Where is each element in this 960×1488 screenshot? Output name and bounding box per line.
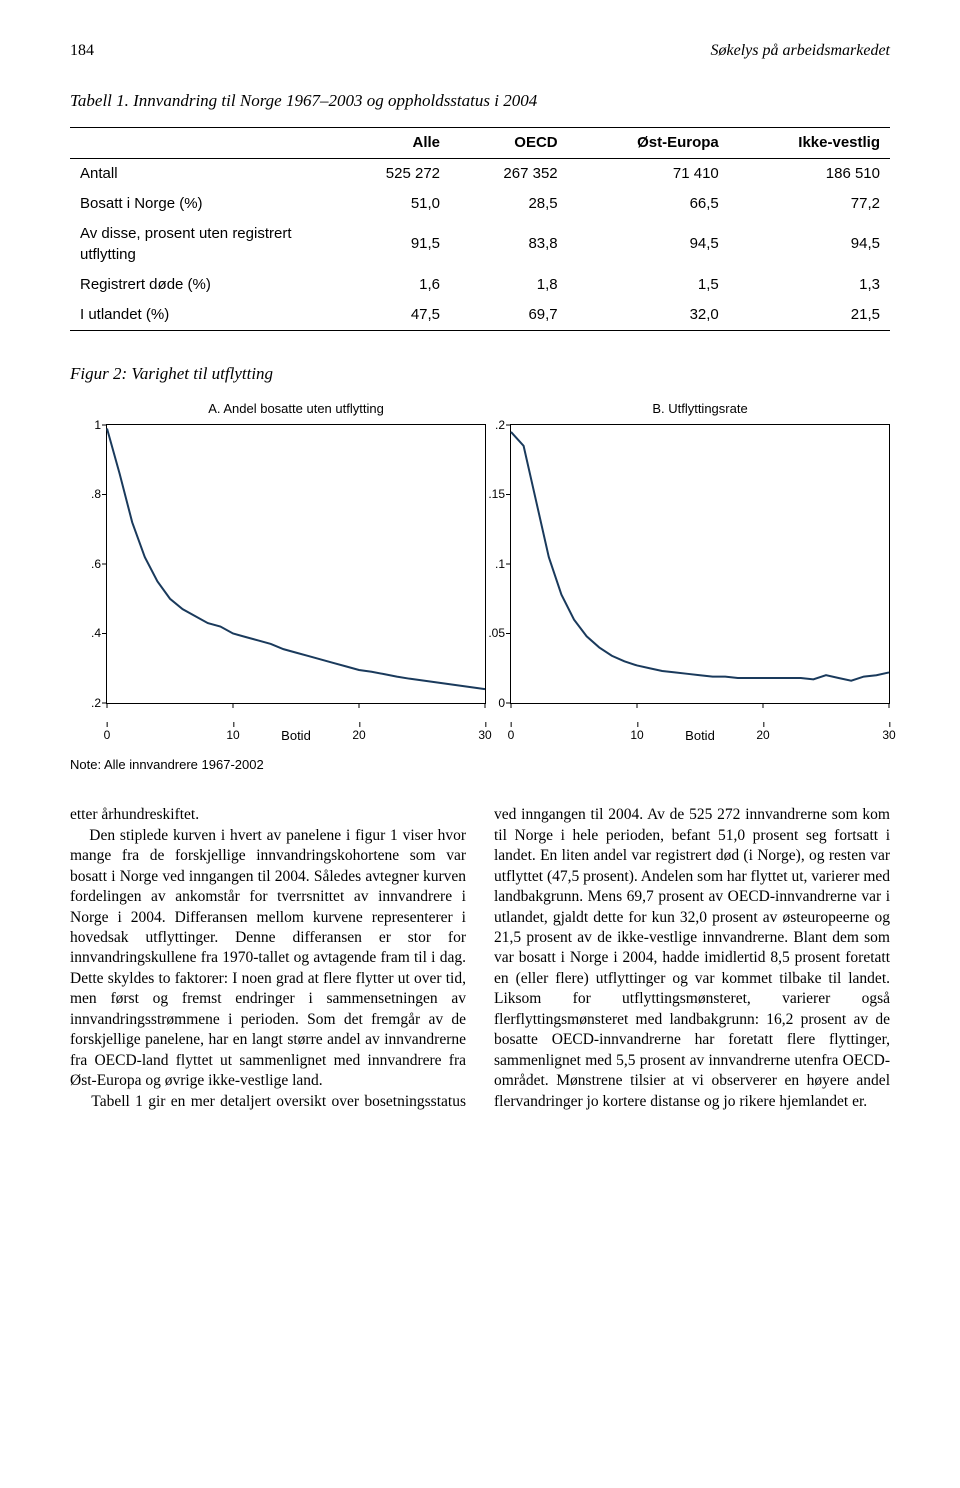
body-text: etter århundreskiftet. Den stiplede kurv… (70, 805, 890, 1112)
chart-b-box: 0.05.1.15.2 0102030 Botid (510, 424, 890, 704)
table-cell: 28,5 (450, 189, 568, 219)
table-row: Bosatt i Norge (%)51,028,566,577,2 (70, 189, 890, 219)
running-title: Søkelys på arbeidsmarkedet (710, 40, 890, 62)
table-cell: 69,7 (450, 300, 568, 331)
table-cell: 186 510 (729, 158, 890, 189)
chart-note: Note: Alle innvandrere 1967-2002 (70, 756, 890, 774)
table-cell: 1,3 (729, 270, 890, 300)
chart-panel-a: A. Andel bosatte uten utflytting .2.4.6.… (106, 400, 486, 704)
data-table: AlleOECDØst-EuropaIkke-vestlig Antall525… (70, 127, 890, 332)
table-cell: 267 352 (450, 158, 568, 189)
table-cell: 1,6 (332, 270, 450, 300)
table-cell: 1,8 (450, 270, 568, 300)
table-cell: I utlandet (%) (70, 300, 332, 331)
y-tick-label: .4 (71, 625, 101, 641)
table-cell: 83,8 (450, 219, 568, 270)
y-tick-label: 0 (475, 695, 505, 711)
y-tick-label: .6 (71, 556, 101, 572)
chart-a-xlabel: Botid (107, 727, 485, 745)
table-row: Antall525 272267 35271 410186 510 (70, 158, 890, 189)
table-header: Alle (332, 127, 450, 158)
table-title: Tabell 1. Innvandring til Norge 1967–200… (70, 90, 890, 113)
y-tick-label: .2 (475, 417, 505, 433)
table-cell: Av disse, prosent uten registrert utflyt… (70, 219, 332, 270)
charts-container: A. Andel bosatte uten utflytting .2.4.6.… (106, 400, 890, 704)
chart-a-title: A. Andel bosatte uten utflytting (106, 400, 486, 418)
chart-line (511, 432, 889, 681)
y-tick-label: .8 (71, 486, 101, 502)
y-tick-label: .15 (475, 486, 505, 502)
table-header (70, 127, 332, 158)
y-tick-label: .1 (475, 556, 505, 572)
table-cell: 94,5 (568, 219, 729, 270)
table-cell: Registrert døde (%) (70, 270, 332, 300)
table-header: Ikke-vestlig (729, 127, 890, 158)
y-tick-label: .2 (71, 695, 101, 711)
table-row: Registrert døde (%)1,61,81,51,3 (70, 270, 890, 300)
table-cell: 32,0 (568, 300, 729, 331)
chart-panel-b: B. Utflyttingsrate 0.05.1.15.2 0102030 B… (510, 400, 890, 704)
chart-b-xlabel: Botid (511, 727, 889, 745)
table-cell: Bosatt i Norge (%) (70, 189, 332, 219)
table-row: Av disse, prosent uten registrert utflyt… (70, 219, 890, 270)
table-cell: 525 272 (332, 158, 450, 189)
table-cell: 51,0 (332, 189, 450, 219)
table-header: OECD (450, 127, 568, 158)
y-tick-label: .05 (475, 625, 505, 641)
chart-line (107, 428, 485, 689)
chart-a-box: .2.4.6.81 0102030 Botid (106, 424, 486, 704)
table-cell: 71 410 (568, 158, 729, 189)
table-cell: 47,5 (332, 300, 450, 331)
table-cell: 21,5 (729, 300, 890, 331)
y-tick-label: 1 (71, 417, 101, 433)
chart-b-title: B. Utflyttingsrate (510, 400, 890, 418)
page-number: 184 (70, 40, 94, 62)
table-cell: 91,5 (332, 219, 450, 270)
figure-title: Figur 2: Varighet til utflytting (70, 363, 890, 386)
table-header: Øst-Europa (568, 127, 729, 158)
table-cell: 66,5 (568, 189, 729, 219)
table-cell: 94,5 (729, 219, 890, 270)
table-row: I utlandet (%)47,569,732,021,5 (70, 300, 890, 331)
table-cell: 1,5 (568, 270, 729, 300)
table-cell: 77,2 (729, 189, 890, 219)
table-cell: Antall (70, 158, 332, 189)
